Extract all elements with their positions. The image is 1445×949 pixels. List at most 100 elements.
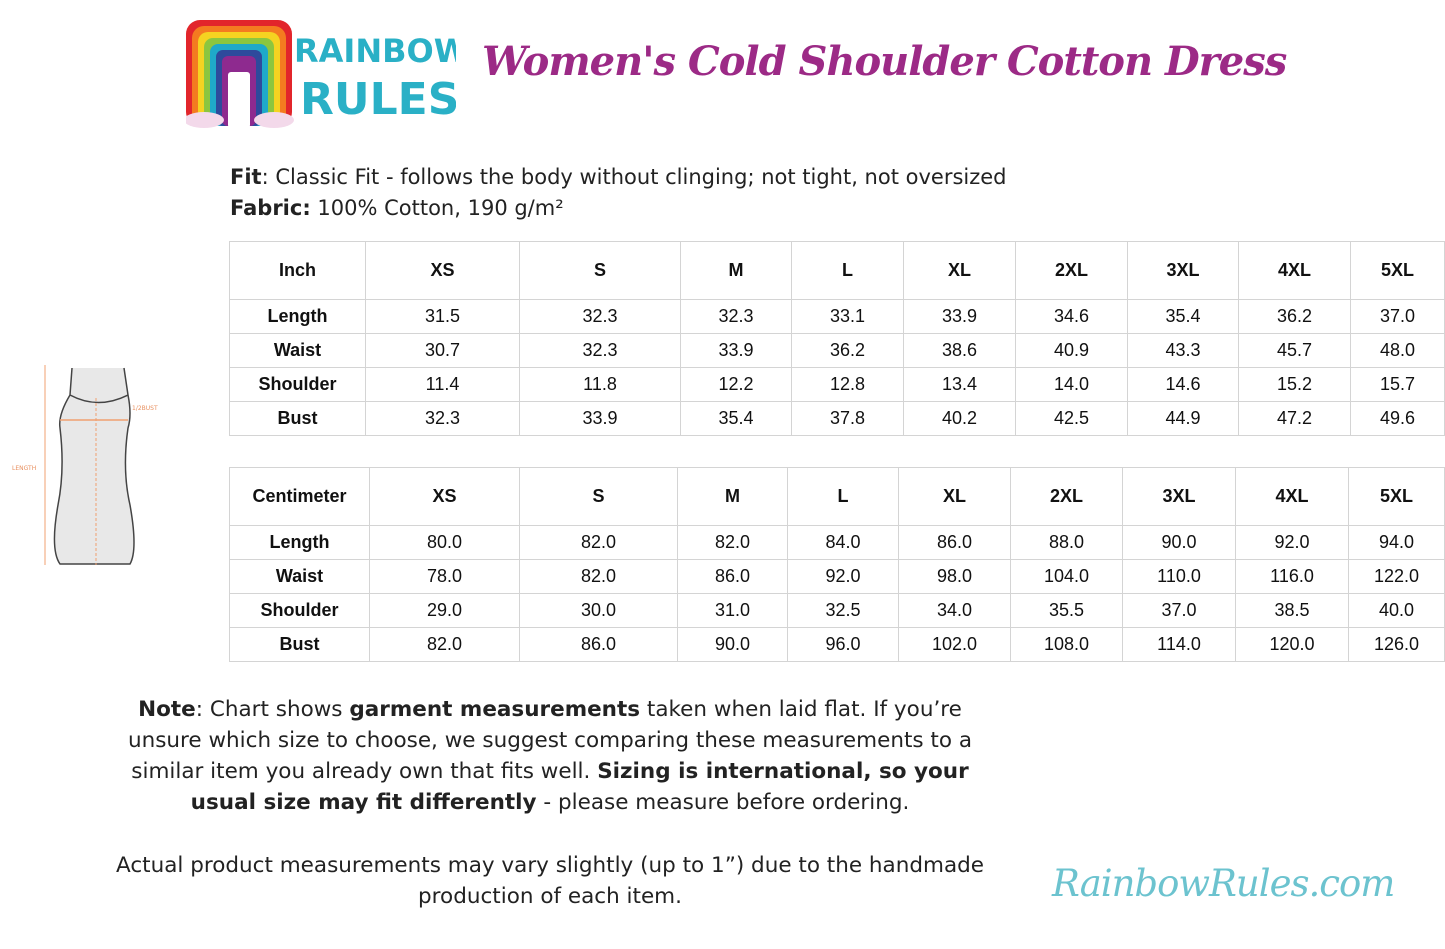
row-header: Shoulder [229, 367, 366, 402]
table-cell: 94.0 [1348, 525, 1445, 560]
table-cell: 37.0 [1350, 299, 1445, 334]
table-cell: 37.8 [791, 401, 904, 436]
column-header: XS [365, 241, 520, 300]
table-cell: 33.9 [680, 333, 792, 368]
table-cell: 12.8 [791, 367, 904, 402]
column-header: Inch [229, 241, 366, 300]
product-specs: Fit: Classic Fit - follows the body with… [230, 162, 1007, 224]
column-header: M [677, 467, 788, 526]
column-header: XL [903, 241, 1016, 300]
table-row: Shoulder 29.0 30.0 31.0 32.5 34.0 35.5 37.0 38.5… [229, 593, 1445, 628]
table-cell: 32.3 [519, 333, 681, 368]
table-cell: 35.4 [680, 401, 792, 436]
table-cell: 33.9 [519, 401, 681, 436]
table-cell: 40.2 [903, 401, 1016, 436]
column-header: 4XL [1238, 241, 1351, 300]
table-cell: 14.6 [1127, 367, 1239, 402]
table-cell: 104.0 [1010, 559, 1123, 594]
table-row: Waist 30.7 32.3 33.9 36.2 38.6 40.9 43.3 45.7 48.… [229, 333, 1445, 368]
table-cell: 33.1 [791, 299, 904, 334]
table-cell: 43.3 [1127, 333, 1239, 368]
table-cell: 90.0 [677, 627, 788, 662]
table-cell: 42.5 [1015, 401, 1128, 436]
table-cell: 14.0 [1015, 367, 1128, 402]
table-cell: 32.5 [787, 593, 899, 628]
column-header: M [680, 241, 792, 300]
cm-size-table: Centimeter XS S M L XL 2XL 3XL 4XL 5XL Length 80.0… [229, 467, 1445, 662]
table-cell: 86.0 [898, 525, 1011, 560]
rainbow-rules-logo: RAINBOW RULES [186, 20, 456, 128]
table-cell: 34.0 [898, 593, 1011, 628]
table-cell: 86.0 [677, 559, 788, 594]
half-bust-label: 1/2BUST [132, 405, 158, 412]
dress-measurement-diagram: LENGTH 1/2BUST [12, 365, 158, 565]
table-cell: 35.5 [1010, 593, 1123, 628]
column-header: 2XL [1010, 467, 1123, 526]
inch-size-table: Inch XS S M L XL 2XL 3XL 4XL 5XL Length 31.5 32.3 32… [229, 241, 1445, 436]
table-cell: 29.0 [369, 593, 520, 628]
website-wordmark: RainbowRules.com [1052, 862, 1395, 905]
table-cell: 47.2 [1238, 401, 1351, 436]
table-cell: 92.0 [787, 559, 899, 594]
table-cell: 11.8 [519, 367, 681, 402]
table-cell: 31.0 [677, 593, 788, 628]
column-header: L [787, 467, 899, 526]
table-header-row: Inch XS S M L XL 2XL 3XL 4XL 5XL [229, 241, 1445, 300]
table-cell: 102.0 [898, 627, 1011, 662]
table-cell: 34.6 [1015, 299, 1128, 334]
table-cell: 36.2 [791, 333, 904, 368]
table-cell: 92.0 [1235, 525, 1349, 560]
length-label: LENGTH [12, 465, 36, 472]
table-cell: 90.0 [1122, 525, 1236, 560]
table-cell: 37.0 [1122, 593, 1236, 628]
table-cell: 15.2 [1238, 367, 1351, 402]
row-header: Length [229, 299, 366, 334]
table-cell: 88.0 [1010, 525, 1123, 560]
column-header: 2XL [1015, 241, 1128, 300]
table-cell: 32.3 [519, 299, 681, 334]
handmade-disclaimer: Actual product measurements may vary sli… [116, 853, 984, 909]
table-row: Waist 78.0 82.0 86.0 92.0 98.0 104.0 110.0 116.0… [229, 559, 1445, 594]
table-cell: 82.0 [677, 525, 788, 560]
row-header: Waist [229, 559, 370, 594]
table-cell: 31.5 [365, 299, 520, 334]
table-cell: 30.0 [519, 593, 678, 628]
column-header: 4XL [1235, 467, 1349, 526]
column-header: XS [369, 467, 520, 526]
column-header: S [519, 467, 678, 526]
svg-text:RAINBOW: RAINBOW [294, 32, 456, 70]
table-row: Length 80.0 82.0 82.0 84.0 86.0 88.0 90.0 92.0 94… [229, 525, 1445, 560]
column-header: S [519, 241, 681, 300]
table-cell: 98.0 [898, 559, 1011, 594]
table-cell: 96.0 [787, 627, 899, 662]
table-cell: 33.9 [903, 299, 1016, 334]
table-row: Bust 82.0 86.0 90.0 96.0 102.0 108.0 114.0 120.0… [229, 627, 1445, 662]
table-cell: 108.0 [1010, 627, 1123, 662]
table-cell: 122.0 [1348, 559, 1445, 594]
table-cell: 114.0 [1122, 627, 1236, 662]
table-row: Shoulder 11.4 11.8 12.2 12.8 13.4 14.0 14.6 15.2… [229, 367, 1445, 402]
column-header: 3XL [1122, 467, 1236, 526]
table-cell: 13.4 [903, 367, 1016, 402]
table-cell: 86.0 [519, 627, 678, 662]
table-cell: 38.5 [1235, 593, 1349, 628]
fabric-line: Fabric: 100% Cotton, 190 g/m² [230, 196, 564, 220]
table-cell: 36.2 [1238, 299, 1351, 334]
table-row: Length 31.5 32.3 32.3 33.1 33.9 34.6 35.4 36.2 37… [229, 299, 1445, 334]
svg-text:RULES: RULES [300, 74, 456, 125]
row-header: Shoulder [229, 593, 370, 628]
table-cell: 12.2 [680, 367, 792, 402]
table-cell: 48.0 [1350, 333, 1445, 368]
column-header: 5XL [1348, 467, 1445, 526]
table-cell: 45.7 [1238, 333, 1351, 368]
table-header-row: Centimeter XS S M L XL 2XL 3XL 4XL 5XL [229, 467, 1445, 526]
table-cell: 32.3 [365, 401, 520, 436]
sizing-note: Note: Chart shows garment measurements t… [127, 697, 973, 815]
table-cell: 110.0 [1122, 559, 1236, 594]
table-cell: 82.0 [519, 525, 678, 560]
table-cell: 35.4 [1127, 299, 1239, 334]
row-header: Length [229, 525, 370, 560]
row-header: Bust [229, 627, 370, 662]
table-cell: 11.4 [365, 367, 520, 402]
table-cell: 15.7 [1350, 367, 1445, 402]
